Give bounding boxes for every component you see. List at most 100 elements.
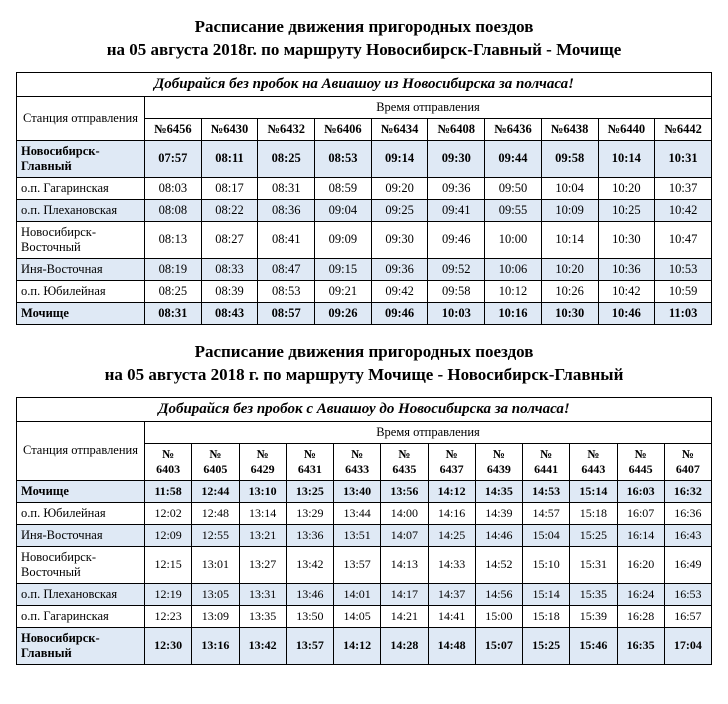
time-cell: 10:53 — [655, 258, 712, 280]
station-name: Новосибирск-Восточный — [17, 546, 145, 583]
time-cell: 16:24 — [617, 583, 664, 605]
time-cell: 10:30 — [541, 302, 598, 324]
time-cell: 09:21 — [315, 280, 372, 302]
time-cell: 10:04 — [541, 177, 598, 199]
time-cell: 14:33 — [428, 546, 475, 583]
time-cell: 12:48 — [192, 502, 239, 524]
time-cell: 16:20 — [617, 546, 664, 583]
departure-header: Время отправления — [145, 96, 712, 118]
time-cell: 08:36 — [258, 199, 315, 221]
time-cell: 10:59 — [655, 280, 712, 302]
time-cell: 14:48 — [428, 627, 475, 664]
station-name: о.п. Гагаринская — [17, 177, 145, 199]
time-cell: 10:31 — [655, 140, 712, 177]
time-cell: 14:12 — [334, 627, 381, 664]
time-cell: 10:00 — [485, 221, 542, 258]
time-cell: 15:18 — [570, 502, 617, 524]
time-cell: 13:29 — [286, 502, 333, 524]
time-cell: 09:09 — [315, 221, 372, 258]
time-cell: 16:53 — [664, 583, 711, 605]
train-number: №6436 — [485, 118, 542, 140]
time-cell: 08:25 — [258, 140, 315, 177]
time-cell: 14:00 — [381, 502, 428, 524]
station-name: о.п. Гагаринская — [17, 605, 145, 627]
time-cell: 10:12 — [485, 280, 542, 302]
time-cell: 08:25 — [145, 280, 202, 302]
time-cell: 10:42 — [598, 280, 655, 302]
time-cell: 16:35 — [617, 627, 664, 664]
time-cell: 13:35 — [239, 605, 286, 627]
train-number: №6403 — [145, 443, 192, 480]
time-cell: 09:50 — [485, 177, 542, 199]
time-cell: 13:10 — [239, 480, 286, 502]
time-cell: 13:31 — [239, 583, 286, 605]
time-cell: 13:05 — [192, 583, 239, 605]
train-number: №6430 — [201, 118, 258, 140]
time-cell: 10:06 — [485, 258, 542, 280]
train-number: №6439 — [475, 443, 522, 480]
time-cell: 13:36 — [286, 524, 333, 546]
train-number: №6431 — [286, 443, 333, 480]
promo-text: Добирайся без пробок с Авиашоу до Новоси… — [17, 397, 712, 421]
time-cell: 14:21 — [381, 605, 428, 627]
time-cell: 16:57 — [664, 605, 711, 627]
time-cell: 15:25 — [523, 627, 570, 664]
train-number: №6443 — [570, 443, 617, 480]
time-cell: 10:30 — [598, 221, 655, 258]
time-cell: 10:14 — [541, 221, 598, 258]
time-cell: 15:14 — [570, 480, 617, 502]
time-cell: 07:57 — [145, 140, 202, 177]
train-number: №6405 — [192, 443, 239, 480]
train-number: №6441 — [523, 443, 570, 480]
time-cell: 16:14 — [617, 524, 664, 546]
time-cell: 15:07 — [475, 627, 522, 664]
time-cell: 09:44 — [485, 140, 542, 177]
station-name: о.п. Юбилейная — [17, 502, 145, 524]
station-name: Иня-Восточная — [17, 258, 145, 280]
time-cell: 14:52 — [475, 546, 522, 583]
title-1: Расписание движения пригородных поездов … — [16, 16, 712, 62]
time-cell: 12:15 — [145, 546, 192, 583]
time-cell: 09:30 — [371, 221, 428, 258]
station-name: Новосибирск-Восточный — [17, 221, 145, 258]
time-cell: 09:20 — [371, 177, 428, 199]
time-cell: 15:39 — [570, 605, 617, 627]
time-cell: 08:03 — [145, 177, 202, 199]
time-cell: 08:41 — [258, 221, 315, 258]
time-cell: 08:22 — [201, 199, 258, 221]
time-cell: 13:25 — [286, 480, 333, 502]
time-cell: 15:25 — [570, 524, 617, 546]
station-name: Новосибирск-Главный — [17, 627, 145, 664]
title-1-line1: Расписание движения пригородных поездов — [195, 17, 534, 36]
timetable-2: Добирайся без пробок с Авиашоу до Новоси… — [16, 397, 712, 665]
train-number: №6440 — [598, 118, 655, 140]
time-cell: 08:47 — [258, 258, 315, 280]
station-name: о.п. Плехановская — [17, 199, 145, 221]
time-cell: 16:49 — [664, 546, 711, 583]
time-cell: 09:55 — [485, 199, 542, 221]
time-cell: 08:33 — [201, 258, 258, 280]
time-cell: 08:39 — [201, 280, 258, 302]
time-cell: 08:59 — [315, 177, 372, 199]
time-cell: 10:14 — [598, 140, 655, 177]
station-name: Новосибирск-Главный — [17, 140, 145, 177]
station-name: о.п. Юбилейная — [17, 280, 145, 302]
title-2-line2: на 05 августа 2018 г. по маршруту Мочище… — [105, 365, 624, 384]
time-cell: 14:39 — [475, 502, 522, 524]
time-cell: 13:16 — [192, 627, 239, 664]
time-cell: 08:31 — [258, 177, 315, 199]
time-cell: 15:46 — [570, 627, 617, 664]
time-cell: 14:41 — [428, 605, 475, 627]
train-number: №6442 — [655, 118, 712, 140]
time-cell: 12:55 — [192, 524, 239, 546]
time-cell: 13:42 — [286, 546, 333, 583]
time-cell: 14:05 — [334, 605, 381, 627]
train-number: №6407 — [664, 443, 711, 480]
time-cell: 09:36 — [371, 258, 428, 280]
time-cell: 10:09 — [541, 199, 598, 221]
time-cell: 13:42 — [239, 627, 286, 664]
time-cell: 14:07 — [381, 524, 428, 546]
time-cell: 09:04 — [315, 199, 372, 221]
time-cell: 12:30 — [145, 627, 192, 664]
train-number: №6437 — [428, 443, 475, 480]
